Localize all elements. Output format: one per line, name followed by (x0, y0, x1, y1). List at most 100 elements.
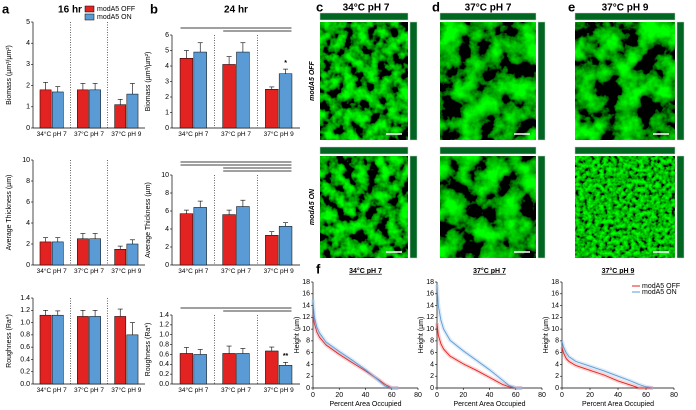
y-tick-label: 12 (551, 314, 559, 321)
y-tick-label: 0.2 (159, 371, 169, 378)
bar (236, 51, 250, 129)
x-tick-label-box: 37°C pH 7 (220, 268, 252, 275)
bar (265, 350, 279, 385)
y-tick-label: 8 (555, 338, 559, 345)
panel-letter: e (568, 0, 575, 14)
x-tick-label-box: 37°C pH 7 (221, 387, 251, 394)
y-tick-label: 1 (165, 109, 169, 116)
micrograph (575, 22, 675, 140)
bar (114, 249, 127, 266)
panel-title: 37°C pH 9 (602, 3, 649, 14)
line-shade (311, 299, 399, 390)
bar (89, 238, 101, 266)
y-tick-label: 4 (26, 40, 30, 47)
error-bar (197, 349, 203, 355)
error-bar (183, 347, 189, 354)
error-bar (80, 233, 86, 239)
y-tick-label: 14 (302, 302, 310, 309)
x-tick-label: 34°C pH 7 (178, 131, 209, 138)
x-tick-label-box: 37°C pH 9 (111, 131, 141, 138)
bar (89, 89, 101, 129)
x-tick-label: 37°C pH 9 (111, 268, 142, 275)
x-tick-label: 37°C pH 9 (263, 387, 294, 394)
panel-letter: f (316, 261, 321, 276)
x-tick-label: 80 (670, 392, 678, 399)
row-label: modA5 ON (309, 188, 316, 225)
micrograph (575, 156, 675, 258)
error-bar (117, 308, 123, 317)
bar (39, 314, 52, 385)
y-tick-label: 3 (165, 78, 169, 85)
error-bar (240, 42, 246, 53)
bar (278, 365, 293, 385)
y-tick-label: 0.6 (20, 344, 30, 351)
y-tick-label: 0 (165, 125, 169, 132)
y-tick-label: 0 (430, 385, 434, 392)
y-tick-label: 8 (430, 338, 434, 345)
x-tick-label: 0 (560, 392, 564, 399)
x-tick-label: 0 (311, 392, 315, 399)
y-tick-label: 14 (551, 302, 559, 309)
y-tick-label: 1.2 (159, 322, 169, 329)
line-shade (311, 314, 399, 390)
x-tick-label: 40 (486, 392, 494, 399)
x-tick-label: 20 (335, 392, 343, 399)
y-tick-label: 4 (430, 361, 434, 368)
bar (265, 89, 279, 129)
micrograph (440, 156, 536, 258)
y-tick-label: 16 (551, 291, 559, 298)
error-bar (43, 237, 49, 242)
error-bar (55, 237, 61, 242)
x-tick-label: 34°C pH 7 (178, 387, 209, 394)
side-view-right (676, 155, 685, 259)
panel-title: 24 hr (224, 5, 248, 16)
x-tick-label: 37°C pH 7 (73, 131, 105, 138)
x-axis-label: Percent Area Occupied (454, 401, 526, 408)
x-tick-label: 37°C pH 7 (220, 268, 252, 275)
y-tick-label: 16 (302, 291, 310, 298)
y-tick-label: 2 (165, 244, 169, 251)
y-tick-label: 6 (165, 208, 169, 215)
line (561, 346, 653, 389)
bar (51, 91, 64, 129)
error-bar (129, 239, 135, 244)
legend-swatch (84, 5, 95, 13)
chart-title: 34°C pH 7 (349, 267, 382, 275)
y-tick-label: 18 (302, 279, 310, 286)
y-tick-label: 1.0 (20, 319, 30, 326)
bar (77, 238, 89, 266)
error-bar (197, 42, 203, 53)
y-tick-label: 16 (426, 291, 434, 298)
panel-title: 37°C pH 7 (465, 3, 512, 14)
side-view-right (537, 155, 546, 259)
y-axis-label: Roughness (Ra*) (6, 314, 13, 368)
y-tick-label: 2 (555, 373, 559, 380)
y-tick-label: 12 (426, 314, 434, 321)
x-tick-label: 40 (614, 392, 622, 399)
x-tick-label-box: 37°C pH 9 (264, 131, 294, 138)
x-tick-label-box: 34°C pH 7 (37, 387, 67, 394)
x-tick-label-box: 37°C pH 9 (263, 387, 294, 394)
line (436, 323, 523, 389)
bar (236, 206, 250, 266)
significance-mark: ** (283, 353, 289, 360)
x-tick-label: 37°C pH 9 (263, 268, 294, 275)
error-bar (183, 50, 189, 59)
bar (278, 73, 293, 129)
error-bar (283, 222, 289, 227)
x-tick-label-box: 37°C pH 9 (263, 268, 294, 275)
y-tick-label: 10 (22, 157, 30, 164)
x-tick-label-box: 37°C pH 7 (74, 268, 104, 275)
y-tick-label: 4 (26, 220, 30, 227)
row-label: modA5 OFF (309, 60, 316, 100)
y-axis-label: Roughness (Ra*) (145, 323, 152, 377)
y-tick-label: 0.8 (159, 341, 169, 348)
side-view-top (574, 146, 676, 155)
y-tick-label: 0 (26, 125, 30, 132)
error-bar (55, 86, 61, 92)
y-tick-label: 1.0 (159, 332, 169, 339)
bar (126, 243, 139, 266)
line (312, 299, 399, 389)
x-axis-label: Percent Area Occupied (582, 401, 654, 408)
bar (222, 214, 236, 266)
